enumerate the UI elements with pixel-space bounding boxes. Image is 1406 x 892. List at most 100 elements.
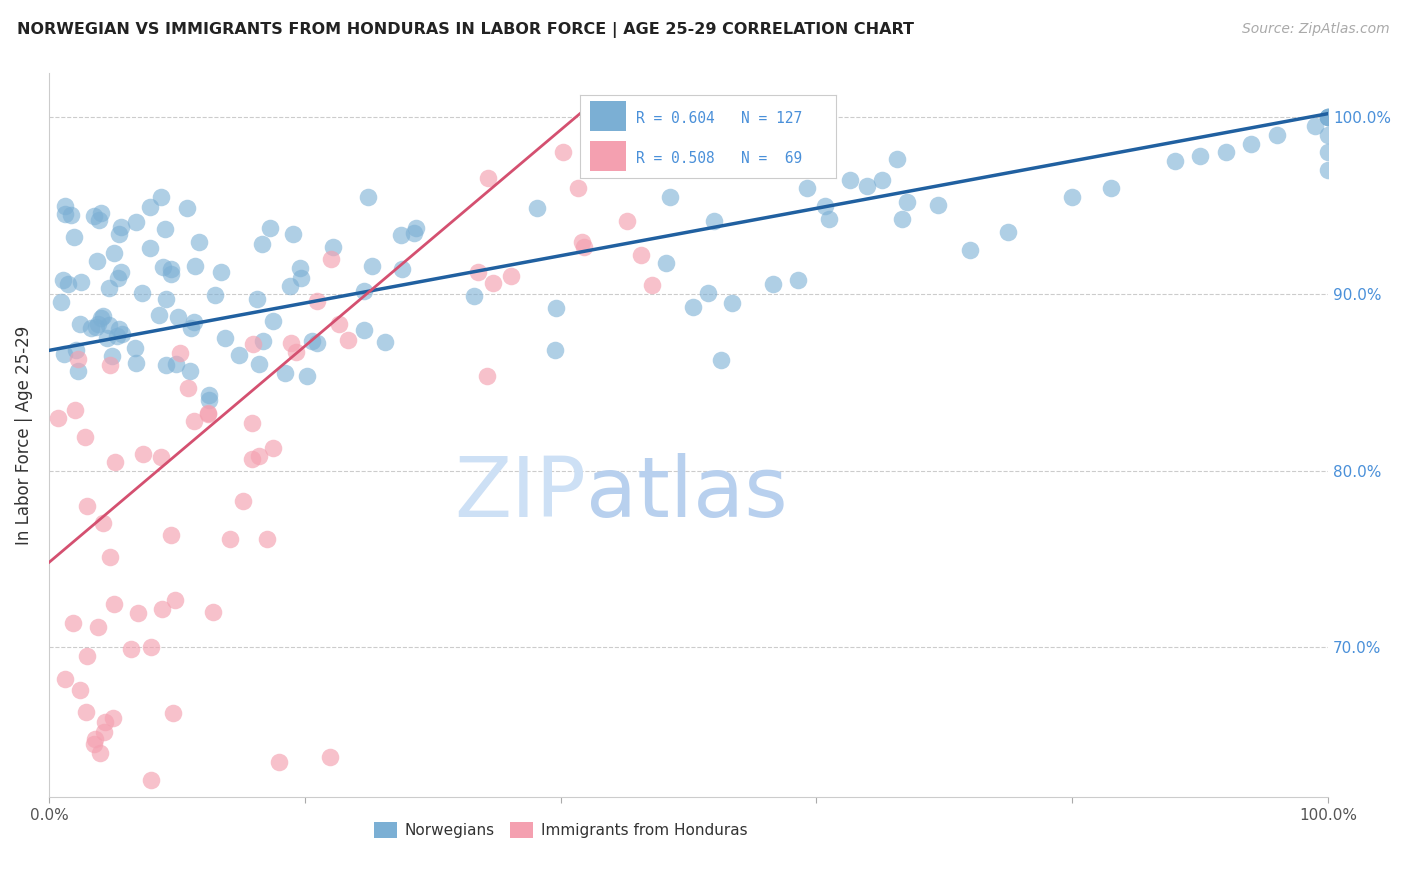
Point bbox=[214, 331, 236, 345]
Point bbox=[169, 346, 191, 360]
Legend: Norwegians, Immigrants from Honduras: Norwegians, Immigrants from Honduras bbox=[368, 816, 754, 844]
Point bbox=[475, 368, 498, 383]
Point bbox=[641, 277, 664, 292]
Point bbox=[52, 273, 75, 287]
Point bbox=[709, 352, 731, 367]
Point bbox=[76, 649, 98, 664]
Point bbox=[87, 620, 110, 634]
Point bbox=[240, 451, 263, 466]
Point bbox=[70, 276, 93, 290]
Point bbox=[53, 672, 76, 686]
Point bbox=[274, 367, 297, 381]
Point bbox=[307, 294, 329, 309]
Point bbox=[66, 364, 89, 378]
Point bbox=[295, 369, 318, 384]
Point bbox=[89, 746, 111, 760]
Point bbox=[228, 348, 250, 362]
Point bbox=[301, 334, 323, 349]
Point bbox=[141, 640, 163, 655]
Point bbox=[659, 190, 682, 204]
Point bbox=[787, 273, 810, 287]
Point bbox=[197, 406, 219, 420]
Point bbox=[83, 209, 105, 223]
Point bbox=[52, 346, 75, 360]
Point bbox=[93, 309, 115, 323]
Point bbox=[110, 265, 132, 279]
Point bbox=[177, 381, 200, 395]
Point bbox=[101, 349, 124, 363]
Point bbox=[204, 288, 226, 302]
Point bbox=[572, 240, 595, 254]
Point bbox=[94, 715, 117, 730]
Point bbox=[179, 364, 201, 378]
Point bbox=[1189, 149, 1212, 163]
Point bbox=[1240, 136, 1263, 151]
Point bbox=[125, 356, 148, 370]
Point bbox=[284, 345, 307, 359]
Point bbox=[247, 450, 270, 464]
Point bbox=[319, 749, 342, 764]
Point bbox=[180, 321, 202, 335]
Point bbox=[404, 226, 426, 240]
Point bbox=[163, 593, 186, 607]
Point bbox=[1317, 110, 1340, 124]
Point bbox=[307, 335, 329, 350]
Point bbox=[245, 292, 267, 306]
Point bbox=[149, 190, 172, 204]
Point bbox=[259, 220, 281, 235]
Point bbox=[240, 416, 263, 430]
Point bbox=[69, 683, 91, 698]
Point bbox=[127, 606, 149, 620]
Point bbox=[96, 331, 118, 345]
Point bbox=[553, 145, 575, 160]
Point bbox=[666, 161, 689, 175]
Point bbox=[80, 321, 103, 335]
Point bbox=[702, 214, 724, 228]
Point bbox=[183, 259, 205, 273]
Point bbox=[1163, 154, 1185, 169]
Point bbox=[499, 269, 522, 284]
Point bbox=[83, 738, 105, 752]
Point bbox=[66, 351, 89, 366]
Point bbox=[108, 322, 131, 336]
Point bbox=[290, 270, 312, 285]
Y-axis label: In Labor Force | Age 25-29: In Labor Force | Age 25-29 bbox=[15, 326, 32, 545]
Point bbox=[997, 225, 1019, 239]
Point bbox=[262, 441, 284, 455]
Point bbox=[278, 278, 301, 293]
Point bbox=[107, 328, 129, 343]
Point bbox=[110, 220, 132, 235]
Point bbox=[176, 201, 198, 215]
Point bbox=[762, 277, 785, 292]
Point bbox=[84, 320, 107, 334]
Point bbox=[374, 335, 396, 350]
Point bbox=[818, 211, 841, 226]
Point bbox=[197, 388, 219, 402]
Text: Source: ZipAtlas.com: Source: ZipAtlas.com bbox=[1241, 22, 1389, 37]
Point bbox=[696, 286, 718, 301]
Point bbox=[328, 318, 350, 332]
Text: atlas: atlas bbox=[586, 452, 787, 533]
Point bbox=[616, 214, 638, 228]
Point bbox=[65, 343, 87, 357]
Point bbox=[280, 336, 302, 351]
Point bbox=[197, 407, 219, 421]
Point bbox=[669, 160, 692, 174]
Point bbox=[1317, 110, 1340, 124]
Point bbox=[1317, 128, 1340, 142]
Point bbox=[361, 260, 384, 274]
Point bbox=[896, 195, 918, 210]
Point bbox=[891, 211, 914, 226]
Point bbox=[262, 314, 284, 328]
Point bbox=[927, 198, 949, 212]
Point bbox=[1099, 181, 1122, 195]
Point bbox=[98, 359, 121, 373]
Point bbox=[288, 261, 311, 276]
Point bbox=[65, 403, 87, 417]
Point bbox=[150, 602, 173, 616]
Point bbox=[242, 337, 264, 351]
Point bbox=[165, 357, 187, 371]
Point bbox=[162, 706, 184, 720]
Point bbox=[75, 705, 97, 719]
Point bbox=[838, 173, 860, 187]
